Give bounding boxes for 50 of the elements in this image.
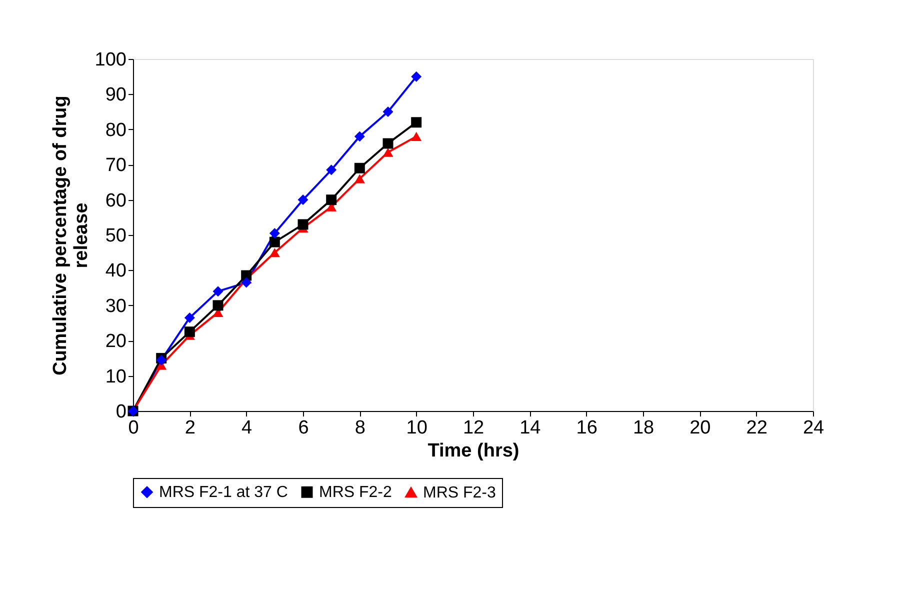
point: [212, 300, 224, 311]
point: [212, 286, 224, 297]
y-axis-title: Cumulative percentage of drug release: [50, 96, 92, 376]
x-tick-label: 8: [354, 418, 366, 438]
point: [411, 71, 422, 82]
point: [326, 164, 337, 176]
point: [411, 117, 422, 128]
y-tick-label: 70: [105, 155, 126, 176]
point: [411, 132, 422, 141]
point: [354, 131, 365, 142]
point: [354, 174, 365, 184]
x-tick-label: 10: [406, 418, 428, 438]
point: [184, 312, 195, 323]
x-tick-label: 22: [746, 418, 768, 438]
x-tick-label: 18: [632, 418, 654, 438]
point: [298, 194, 308, 206]
point: [269, 248, 280, 258]
x-axis-title: Time (hrs): [428, 440, 520, 462]
x-tick-label: 12: [462, 418, 484, 438]
y-tick-label: 80: [105, 120, 126, 141]
x-tick-label: 14: [520, 418, 542, 438]
point: [382, 148, 394, 157]
y-tick-label: 90: [105, 84, 126, 106]
point: [184, 326, 195, 338]
y-tick-label: 40: [105, 260, 126, 282]
x-tick-label: 2: [184, 418, 196, 438]
x-tick-label: 24: [802, 418, 824, 438]
x-tick-label: 4: [242, 418, 253, 438]
y-tick-label: 60: [105, 190, 126, 212]
y-tick-label: 30: [105, 296, 126, 317]
point: [382, 106, 394, 118]
y-tick-label: 100: [94, 50, 126, 70]
legend-label: MRS F2-3: [423, 484, 496, 502]
point: [354, 162, 365, 174]
point: [241, 270, 252, 281]
y-tick-label: 0: [116, 402, 126, 422]
legend-label: MRS F2-1 at 37 C: [159, 484, 288, 502]
point: [298, 219, 308, 230]
y-tick-label: 50: [105, 226, 126, 246]
y-tick-label: 10: [105, 366, 126, 388]
x-tick-label: 6: [298, 418, 309, 438]
point: [241, 277, 252, 288]
x-tick-label: 20: [690, 418, 711, 438]
point: [269, 236, 280, 248]
legend-label: MRS F2-2: [319, 484, 392, 502]
x-tick-label: 16: [576, 418, 598, 438]
point: [326, 194, 337, 206]
point: [382, 138, 394, 149]
point: [269, 228, 280, 238]
y-tick-label: 20: [105, 331, 126, 352]
